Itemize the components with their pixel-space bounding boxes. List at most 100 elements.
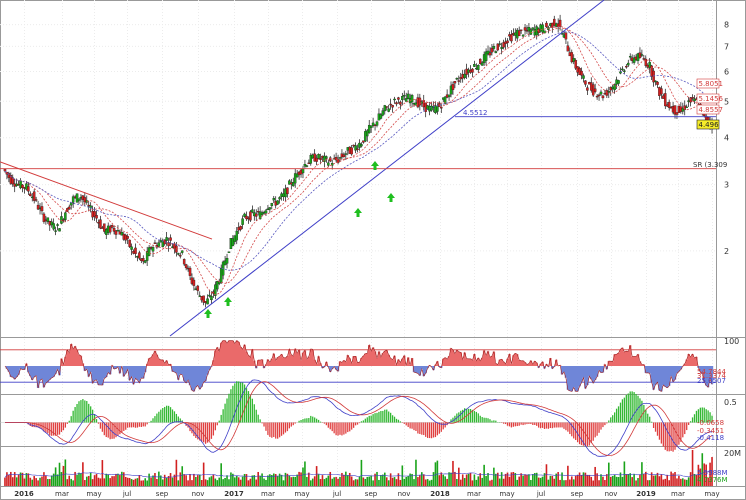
volume-bar — [175, 459, 178, 486]
volume-bar — [691, 450, 694, 486]
volume-bar — [218, 477, 221, 486]
volume-bar — [477, 476, 480, 486]
volume-bar — [606, 474, 608, 486]
volume-bar — [154, 473, 156, 486]
candle-body — [27, 186, 30, 192]
volume-bar — [645, 471, 647, 486]
volume-bar — [385, 477, 388, 486]
candle-body — [177, 253, 180, 255]
volume-bar — [177, 480, 180, 486]
volume-bar — [119, 475, 121, 486]
candle-body — [95, 215, 98, 219]
candle-body — [502, 42, 505, 48]
candle-body — [143, 260, 147, 263]
volume-bar — [210, 476, 213, 486]
volume-value-label: 4.7376M — [697, 476, 728, 484]
candle-body — [693, 98, 696, 102]
volume-bar — [422, 474, 425, 486]
volume-bar — [639, 474, 641, 486]
volume-bar — [237, 477, 240, 486]
candle-body — [494, 51, 498, 54]
volume-bar — [459, 479, 462, 486]
volume-bar — [530, 479, 532, 486]
volume-bar — [315, 466, 318, 486]
volume-bar — [697, 464, 700, 486]
candle-body — [685, 106, 688, 109]
volume-bar — [87, 475, 90, 486]
candle-body — [114, 230, 118, 235]
candle-body — [180, 250, 184, 253]
volume-bar — [200, 479, 203, 486]
candle-body — [323, 155, 326, 162]
volume-bar — [695, 474, 698, 486]
volume-bar — [167, 476, 170, 486]
candle-body — [500, 47, 503, 50]
volume-bar — [208, 477, 211, 486]
volume-bar — [407, 476, 409, 486]
buy-signal-arrow-icon — [204, 309, 212, 318]
candle-body — [673, 105, 677, 115]
x-tick-label: mar — [467, 490, 481, 498]
candle-body — [313, 153, 316, 162]
macd-value-label: -0.4118 — [697, 434, 724, 442]
price-value-tag — [696, 104, 720, 115]
x-tick-label: sep — [156, 490, 169, 498]
volume-bar — [545, 464, 548, 486]
candle-body — [116, 230, 120, 232]
volume-bar — [105, 473, 108, 486]
x-tick-label: may — [86, 490, 101, 498]
moving-average-fast — [4, 26, 713, 295]
volume-bar — [617, 476, 620, 486]
candle-body — [295, 173, 299, 178]
volume-bar — [424, 479, 427, 486]
candle-body — [660, 88, 663, 95]
volume-bar — [463, 478, 466, 486]
volume-bar — [306, 476, 308, 486]
oscillator-value-label: 54.7844 — [697, 368, 726, 376]
candle-body — [151, 247, 155, 252]
candle-body — [531, 27, 535, 30]
volume-bar — [586, 474, 589, 486]
candle-body — [371, 122, 375, 126]
volume-bar — [304, 461, 306, 486]
volume-bar — [401, 465, 404, 486]
volume-bar — [341, 472, 343, 486]
volume-bar — [703, 463, 706, 486]
volume-bar — [249, 478, 252, 486]
candle-body — [62, 219, 65, 221]
volume-bar — [493, 467, 495, 486]
volume-bar — [183, 474, 185, 486]
candle-body — [572, 58, 575, 62]
volume-bar — [456, 478, 458, 486]
osc-y-tick-label: 100 — [724, 337, 739, 346]
candle-body — [490, 47, 494, 53]
volume-bar — [658, 476, 661, 486]
volume-bar — [66, 479, 69, 486]
candle-body — [268, 207, 272, 210]
volume-bar — [15, 477, 18, 486]
volume-bar — [115, 473, 117, 486]
volume-bar — [393, 477, 396, 486]
volume-bar — [126, 477, 129, 486]
candle-body — [519, 29, 523, 31]
volume-bar — [339, 476, 341, 486]
candle-body — [453, 81, 457, 84]
volume-bar — [668, 480, 670, 486]
volume-bar — [31, 479, 34, 486]
candle-body — [354, 145, 357, 151]
candle-body — [617, 80, 620, 84]
candle-body — [619, 71, 622, 74]
candle-body — [309, 155, 313, 164]
volume-bar — [631, 477, 633, 486]
volume-bar — [85, 476, 88, 486]
volume-bar — [572, 479, 575, 486]
volume-bar — [311, 478, 314, 486]
candle-body — [40, 206, 44, 212]
candle-body — [66, 208, 69, 212]
candle-body — [64, 212, 67, 220]
volume-bar — [506, 472, 509, 486]
volume-bar — [646, 480, 649, 486]
candle-body — [342, 154, 346, 157]
x-tick-label: nov — [192, 490, 205, 498]
